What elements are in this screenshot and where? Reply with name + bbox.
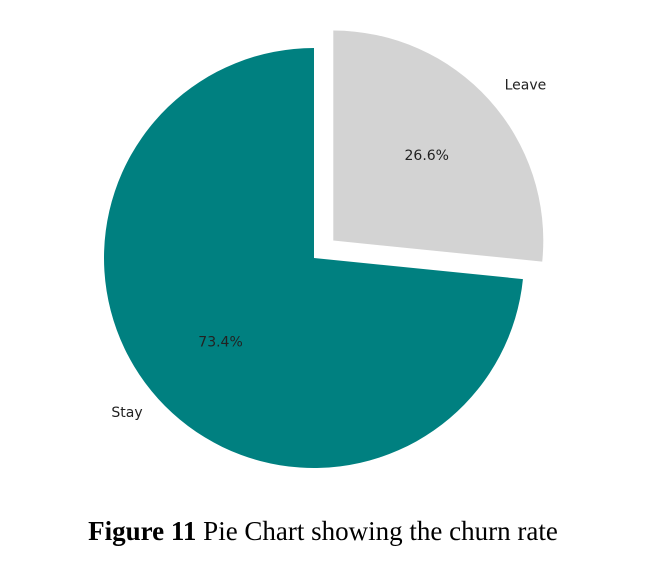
caption-text: Pie Chart showing the churn rate	[196, 516, 558, 546]
pie-slice-stay	[103, 48, 523, 468]
pie-chart: Leave 26.6% Stay 73.4%	[103, 30, 547, 468]
slice-value-stay: 73.4%	[198, 335, 242, 351]
slice-label-stay: Stay	[111, 405, 142, 421]
slice-label-leave: Leave	[505, 78, 547, 94]
slice-value-leave: 26.6%	[405, 148, 449, 164]
pie-slice-leave	[333, 30, 544, 262]
figure-caption: Figure 11 Pie Chart showing the churn ra…	[0, 516, 646, 547]
figure-number: Figure 11	[88, 516, 197, 546]
